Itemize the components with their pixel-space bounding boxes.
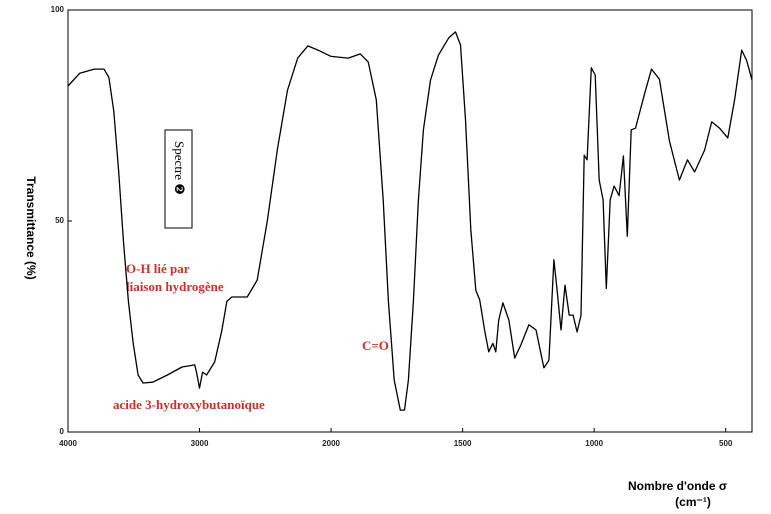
plot-frame [67, 9, 753, 433]
x-tick-label: 500 [719, 439, 733, 448]
x-tick-label: 2000 [322, 439, 340, 448]
x-axis-label: Nombre d'onde σ [628, 479, 727, 493]
y-axis-label: Transmittance (%) [24, 176, 38, 279]
annotation: liaison hydrogène [126, 279, 224, 294]
x-tick-label: 3000 [191, 439, 209, 448]
y-tick-label: 0 [60, 427, 65, 436]
spectrum-line [67, 31, 753, 411]
x-axis-unit: (cm⁻¹) [675, 495, 711, 509]
y-tick-label: 50 [55, 216, 64, 225]
y-tick-label: 100 [51, 5, 65, 14]
x-tick-label: 1000 [585, 439, 603, 448]
spectrum-box [164, 129, 193, 229]
annotation: O-H lié par [126, 261, 190, 276]
annotation: C=O [362, 338, 389, 353]
annotation: acide 3-hydroxybutanoïque [113, 397, 265, 412]
spectrum-label: Spectre ❷ [172, 141, 187, 195]
x-tick-label: 4000 [59, 439, 77, 448]
x-tick-label: 1500 [454, 439, 472, 448]
